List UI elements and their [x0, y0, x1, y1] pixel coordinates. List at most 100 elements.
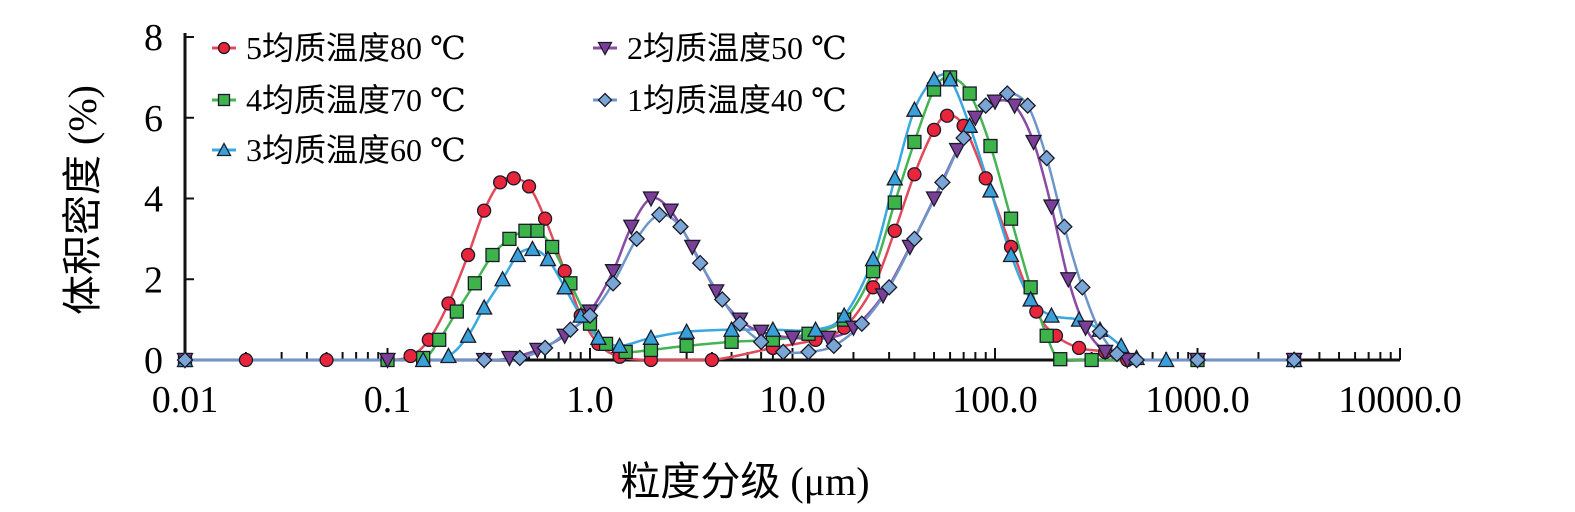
legend-label: 3均质温度60 ℃ [246, 132, 466, 168]
data-point [530, 223, 545, 238]
data-point [1084, 352, 1099, 368]
x-tick-label: 0.01 [152, 379, 219, 421]
data-point [713, 291, 731, 308]
data-point [981, 181, 1000, 198]
data-point [581, 307, 599, 325]
data-point [1019, 97, 1037, 115]
y-tick-label: 4 [144, 179, 163, 221]
legend-label: 1均质温度40 ℃ [627, 82, 847, 118]
data-point [1157, 351, 1175, 368]
data-point [485, 247, 500, 263]
data-point [948, 142, 966, 159]
data-point [683, 239, 701, 256]
data-point [752, 324, 770, 341]
data-point [536, 339, 554, 357]
y-axis-title: 体积密度 (%) [60, 85, 105, 315]
data-point [650, 206, 668, 224]
data-point [704, 352, 720, 368]
data-point [887, 223, 902, 238]
x-tick-label: 100.0 [952, 379, 1038, 421]
data-point [1024, 134, 1043, 151]
data-point [439, 347, 458, 364]
data-point [678, 322, 696, 339]
legend: 5均质温度80 ℃ 4均质温度70 ℃ 3均质温度60 ℃ 2均质温度50 ℃ 1均质温… [186, 30, 847, 360]
data-point [414, 351, 432, 368]
data-point [403, 348, 418, 364]
data-point [941, 70, 959, 87]
legend-label: 2均质温度50 ℃ [627, 30, 847, 66]
data-point [561, 321, 579, 339]
data-point [1039, 328, 1054, 343]
data-point [934, 173, 951, 191]
series-markers [176, 70, 1303, 369]
data-point [1006, 98, 1024, 115]
legend-item-2: 4均质温度70 ℃ [212, 82, 466, 118]
data-point [460, 247, 476, 263]
data-point [691, 254, 709, 272]
data-point [800, 343, 817, 361]
data-point [722, 320, 741, 337]
data-point [905, 100, 924, 117]
data-point [752, 333, 770, 351]
data-point [1189, 351, 1206, 369]
data-point [509, 246, 527, 263]
data-point [707, 284, 725, 301]
data-point [853, 315, 871, 333]
data-point [1073, 278, 1091, 296]
data-point [539, 250, 557, 267]
data-point [449, 304, 464, 319]
data-point [731, 315, 749, 333]
data-point [865, 264, 881, 279]
data-point [819, 330, 837, 347]
data-point [1091, 323, 1109, 341]
data-point [611, 336, 629, 354]
legend-frame [186, 43, 196, 360]
y-tick-label: 6 [144, 98, 163, 140]
data-point [523, 240, 542, 257]
data-point [1002, 246, 1020, 263]
data-point [886, 169, 904, 186]
x-tick-label: 1.0 [566, 379, 614, 421]
data-point [905, 230, 923, 248]
data-point [1071, 340, 1087, 356]
legend-marker-icon [217, 41, 231, 55]
data-point [628, 230, 646, 248]
data-point [1042, 199, 1061, 216]
legend-item-4: 2均质温度50 ℃ [593, 30, 847, 66]
data-point [475, 351, 493, 369]
data-point [880, 278, 898, 296]
data-point [925, 191, 943, 208]
data-point [502, 231, 517, 247]
data-point [1096, 344, 1114, 361]
legend-marker-icon [216, 142, 232, 157]
data-point [1059, 272, 1077, 289]
data-point [556, 278, 574, 295]
data-point [1055, 218, 1073, 236]
y-tick-label: 2 [144, 259, 163, 301]
data-point [864, 250, 882, 267]
legend-label: 5均质温度80 ℃ [246, 30, 466, 66]
data-point [1108, 345, 1126, 363]
data-point [966, 110, 984, 127]
data-point [925, 70, 943, 87]
data-point [521, 179, 537, 194]
data-point [1022, 290, 1040, 307]
data-point [1285, 351, 1303, 369]
x-tick-label: 10000.0 [1338, 379, 1462, 421]
x-tick-label: 10.0 [759, 379, 826, 421]
data-point [506, 171, 521, 186]
data-point [774, 343, 792, 361]
data-point [978, 171, 993, 186]
data-point [983, 138, 998, 154]
data-point [1029, 304, 1044, 319]
data-point [887, 195, 902, 210]
x-tick-label: 0.1 [364, 379, 412, 421]
data-point [467, 276, 483, 291]
data-point [783, 330, 802, 347]
data-point [476, 203, 492, 218]
data-point [238, 352, 254, 368]
data-point [511, 349, 529, 367]
data-point [622, 219, 640, 236]
legend-item-3: 3均质温度60 ℃ [212, 132, 466, 168]
data-point [939, 108, 955, 123]
